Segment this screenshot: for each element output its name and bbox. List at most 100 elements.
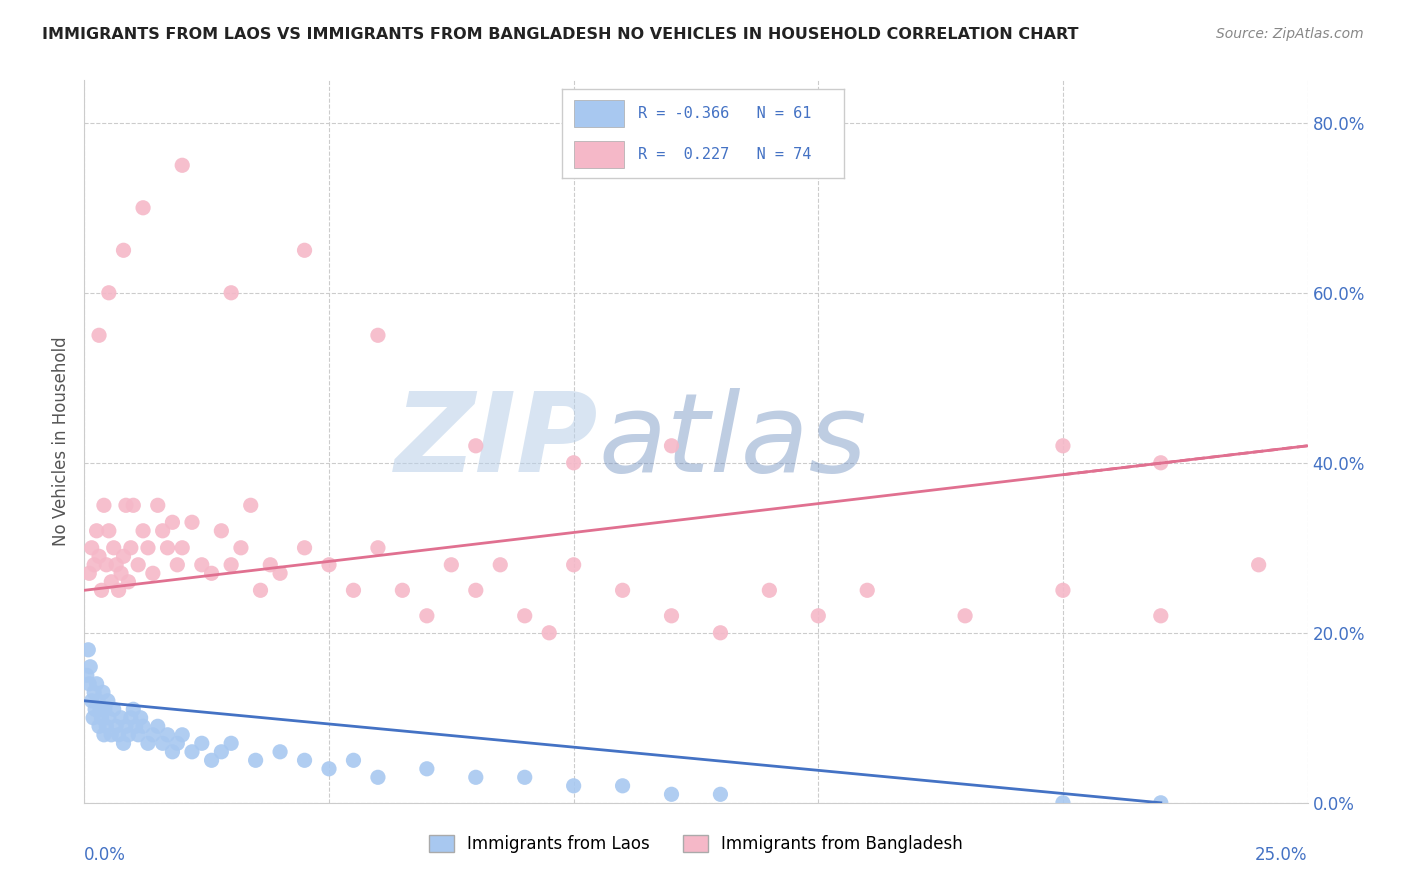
Point [166,736,188,750]
Point [142,728,165,742]
Point [112,244,135,258]
Point [367,328,389,343]
Point [83,558,105,572]
Point [162,516,184,530]
Text: IMMIGRANTS FROM LAOS VS IMMIGRANTS FROM BANGLADESH NO VEHICLES IN HOUSEHOLD CORR: IMMIGRANTS FROM LAOS VS IMMIGRANTS FROM … [42,27,1078,42]
Point [115,719,138,733]
Text: Source: ZipAtlas.com: Source: ZipAtlas.com [1216,27,1364,41]
Point [97,524,120,538]
Point [259,558,281,572]
Point [562,779,585,793]
Point [86,524,108,538]
Point [856,583,879,598]
Point [84,702,107,716]
Point [1052,439,1074,453]
Point [107,583,129,598]
Point [87,328,110,343]
Text: atlas: atlas [598,388,866,495]
Point [136,736,159,750]
Point [562,456,585,470]
Point [120,711,142,725]
Text: R =  0.227   N = 74: R = 0.227 N = 74 [638,147,811,161]
Point [807,608,830,623]
Point [612,583,634,598]
Point [612,779,634,793]
Point [112,549,135,564]
Legend: Immigrants from Laos, Immigrants from Bangladesh: Immigrants from Laos, Immigrants from Ba… [422,828,970,860]
Point [125,719,148,733]
Point [115,498,138,512]
Point [440,558,463,572]
Point [110,566,132,581]
Point [318,558,340,572]
FancyBboxPatch shape [574,100,624,127]
Point [953,608,976,623]
Point [513,770,536,784]
Point [1150,796,1173,810]
Point [209,745,232,759]
Point [107,728,129,742]
Point [416,762,439,776]
Point [709,787,731,801]
Text: 25.0%: 25.0% [1256,847,1308,864]
Point [82,711,104,725]
Point [110,711,132,725]
Point [245,753,267,767]
Point [181,516,204,530]
Point [103,541,125,555]
Point [1150,608,1173,623]
Point [77,642,100,657]
Point [200,753,222,767]
Point [97,694,120,708]
Point [129,711,152,725]
Point [87,549,110,564]
Point [156,541,179,555]
Point [709,625,731,640]
Point [219,285,242,300]
Point [391,583,413,598]
Point [489,558,512,572]
Point [156,728,179,742]
Point [89,702,111,716]
Point [1052,796,1074,810]
Point [219,558,242,572]
Point [132,201,155,215]
Point [93,498,115,512]
Point [172,158,194,172]
Point [318,762,340,776]
Point [152,736,174,750]
Point [77,566,100,581]
Point [132,719,155,733]
Point [562,558,585,572]
Point [112,736,135,750]
Point [1247,558,1270,572]
Point [97,285,120,300]
Point [166,558,188,572]
Point [105,558,128,572]
Point [100,574,122,589]
Point [117,728,139,742]
Point [661,608,683,623]
Point [172,728,194,742]
Point [87,694,110,708]
Point [80,694,103,708]
Point [367,541,389,555]
Point [100,728,122,742]
FancyBboxPatch shape [574,141,624,168]
Point [122,498,145,512]
Point [91,685,114,699]
Point [294,753,316,767]
Point [229,541,252,555]
Point [105,719,128,733]
Y-axis label: No Vehicles in Household: No Vehicles in Household [52,336,70,547]
Point [83,685,105,699]
Point [172,541,194,555]
Point [146,498,169,512]
Point [93,728,115,742]
Point [86,677,108,691]
Point [103,702,125,716]
Point [77,677,100,691]
Point [162,745,184,759]
Point [464,439,486,453]
Point [269,566,291,581]
